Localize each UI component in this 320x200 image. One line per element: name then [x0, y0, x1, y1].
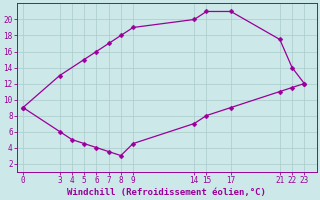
X-axis label: Windchill (Refroidissement éolien,°C): Windchill (Refroidissement éolien,°C)	[67, 188, 266, 197]
